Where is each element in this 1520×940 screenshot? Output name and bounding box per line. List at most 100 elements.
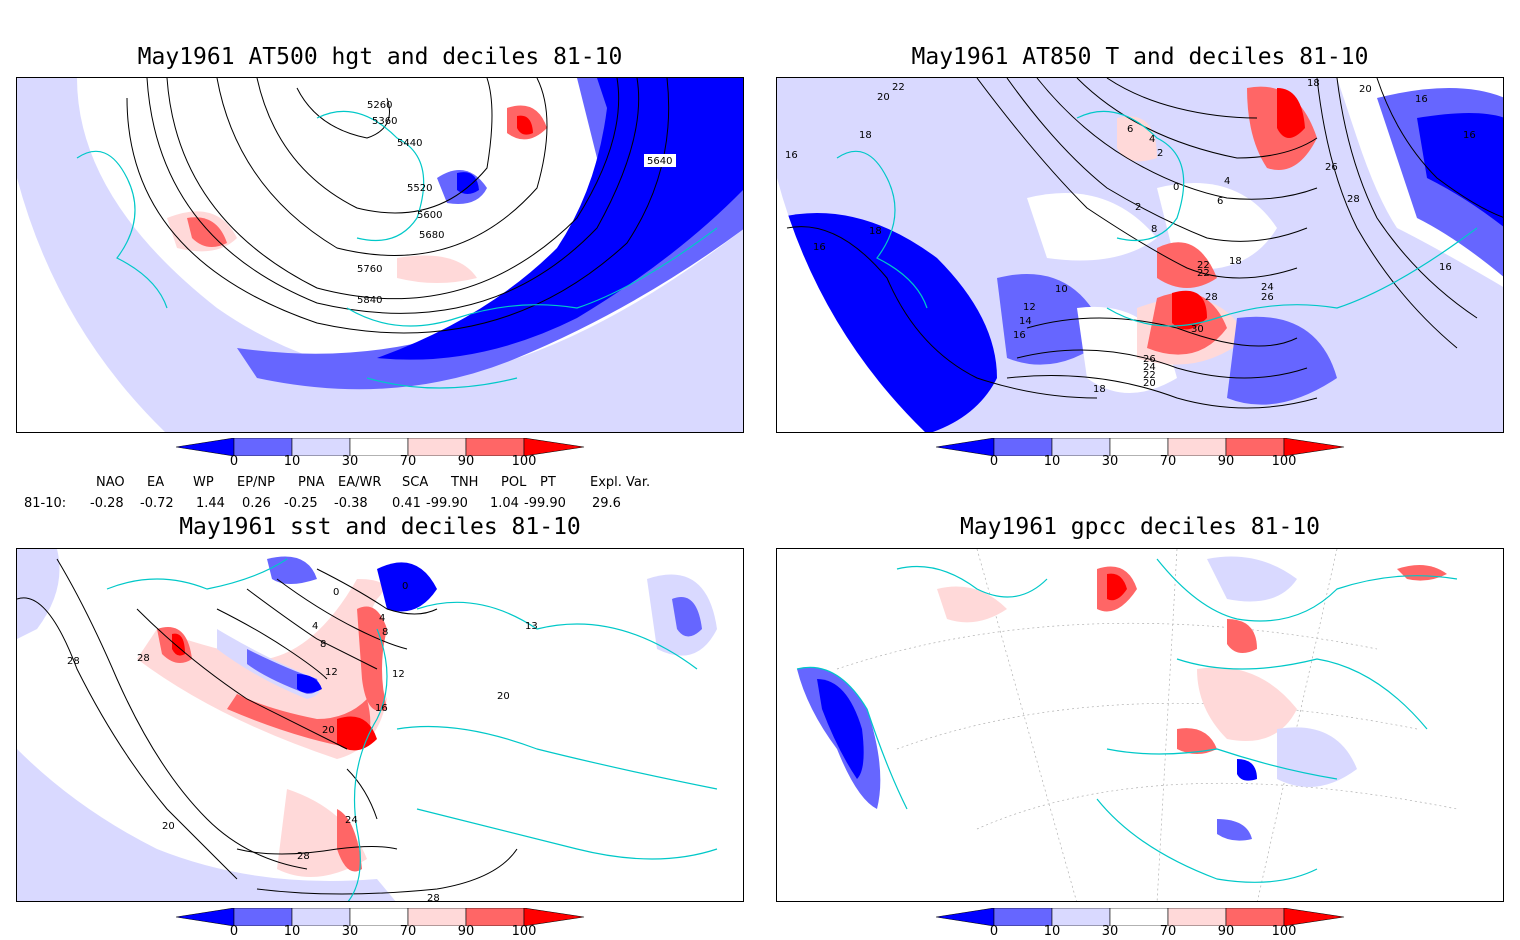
contour-label: 12 (325, 667, 338, 678)
contour-label: 26 (1143, 354, 1156, 365)
contour-label: 26 (1261, 292, 1274, 303)
tele-header: EA (147, 475, 165, 490)
contour-label: 18 (859, 130, 872, 141)
contour-label: 24 (1143, 362, 1156, 373)
tele-row-label: 81-10: (24, 496, 67, 511)
panel-title-p2: May1961 AT850 T and deciles 81-10 (911, 44, 1369, 70)
contour-label: 28 (67, 656, 80, 667)
contour-label: 10 (1055, 284, 1068, 295)
colorbar-top-right: 0 10 30 70 90 100 (935, 437, 1346, 470)
contour-label: 22 (1143, 370, 1156, 381)
contour-label: 4 (1149, 134, 1155, 145)
contour-label: 12 (392, 669, 405, 680)
colorbar-tick: 30 (1101, 924, 1119, 939)
colorbar-tick: 0 (229, 454, 239, 469)
map-panel-gpcc (776, 548, 1504, 902)
colorbar-tick: 100 (1271, 924, 1297, 939)
contour-label: 5840 (357, 295, 382, 306)
contour-label: 4 (312, 621, 318, 632)
tele-header: WP (193, 475, 214, 490)
contour-label: 0 (402, 581, 408, 592)
contour-label: 16 (375, 703, 388, 714)
colorbar-bottom-right: 0 10 30 70 90 100 (935, 907, 1346, 940)
contour-label: 5760 (357, 264, 382, 275)
contour-label: 16 (1013, 330, 1026, 341)
contour-label: 6 (1127, 124, 1133, 135)
tele-value: -99.90 (426, 496, 468, 511)
contour-label: 5360 (372, 116, 397, 127)
colorbar-tick: 30 (1101, 454, 1119, 469)
colorbar-tick: 100 (1271, 454, 1297, 469)
panel-title-p3: May1961 sst and deciles 81-10 (179, 514, 581, 540)
colorbar-svg (175, 437, 585, 457)
map-sst-svg: 28 28 0 4 4 8 8 12 12 16 20 20 24 28 28 … (17, 549, 743, 901)
contour-label: 5260 (367, 100, 392, 111)
contour-label: 0 (333, 587, 339, 598)
contour-label: 24 (345, 815, 358, 826)
tele-header: EA/WR (338, 475, 382, 490)
contour-label: 6 (1217, 196, 1223, 207)
tele-value: 29.6 (592, 496, 621, 511)
tele-value: -0.25 (284, 496, 318, 511)
map-panel-sst: 28 28 0 4 4 8 8 12 12 16 20 20 24 28 28 … (16, 548, 744, 902)
contour-label: 28 (1347, 194, 1360, 205)
contour-label: 28 (1205, 292, 1218, 303)
colorbar-tick: 70 (399, 454, 417, 469)
contour-label: 20 (162, 821, 175, 832)
tele-header: PT (540, 475, 556, 490)
tele-header: Expl. Var. (590, 475, 651, 490)
tele-value: 1.44 (196, 496, 225, 511)
contour-label: 5440 (397, 138, 422, 149)
colorbar-tick: 0 (989, 454, 999, 469)
colorbar-top-left: 0 10 30 70 90 100 (175, 437, 586, 470)
colorbar-svg (175, 907, 585, 927)
contour-label: 20 (1359, 84, 1372, 95)
contour-label: 13 (525, 621, 538, 632)
contour-label: 20 (877, 92, 890, 103)
tele-value: 0.41 (392, 496, 421, 511)
contour-label: 16 (785, 150, 798, 161)
contour-label: 28 (297, 851, 310, 862)
contour-label: 2 (1157, 148, 1163, 159)
contour-label: 18 (1229, 256, 1242, 267)
colorbar-tick: 90 (457, 924, 475, 939)
contour-label: 8 (1151, 224, 1157, 235)
colorbar-tick: 0 (989, 924, 999, 939)
contour-label: 16 (813, 242, 826, 253)
colorbar-tick: 90 (1217, 924, 1235, 939)
tele-value: -0.72 (140, 496, 174, 511)
contour-label: 18 (1307, 78, 1320, 89)
colorbar-tick: 70 (399, 924, 417, 939)
tele-value: 1.04 (490, 496, 519, 511)
map-panel-850t: 22 20 18 16 18 16 12 14 16 10 18 8 6 4 2… (776, 77, 1504, 433)
contour-label: 16 (1415, 94, 1428, 105)
contour-label: 8 (382, 627, 388, 638)
contour-label: 30 (1191, 324, 1204, 335)
contour-label: 24 (1261, 282, 1274, 293)
tele-header: SCA (402, 475, 429, 490)
tele-value: -99.90 (524, 496, 566, 511)
map-panel-500hgt: 5260 5360 5440 5520 5600 5680 5760 5840 … (16, 77, 744, 433)
contour-label: 20 (322, 725, 335, 736)
contour-label: 22 (1197, 268, 1210, 279)
tele-value: -0.38 (334, 496, 368, 511)
contour-label: 5680 (419, 230, 444, 241)
contour-label: 16 (1439, 262, 1452, 273)
colorbar-tick: 30 (341, 924, 359, 939)
colorbar-tick: 90 (1217, 454, 1235, 469)
contour-label: 4 (379, 613, 385, 624)
colorbar-bottom-left: 0 10 30 70 90 100 (175, 907, 586, 940)
colorbar-svg (935, 907, 1345, 927)
tele-header: POL (501, 475, 527, 490)
colorbar-tick: 70 (1159, 924, 1177, 939)
colorbar-tick: 100 (511, 454, 537, 469)
map-gpcc-svg (777, 549, 1503, 901)
colorbar-tick: 90 (457, 454, 475, 469)
tele-header: PNA (298, 475, 325, 490)
contour-label: 16 (1463, 130, 1476, 141)
map-500hgt-svg: 5260 5360 5440 5520 5600 5680 5760 5840 … (17, 78, 743, 432)
contour-label: 14 (1019, 316, 1032, 327)
contour-label: 5600 (417, 210, 442, 221)
tele-value: -0.28 (90, 496, 124, 511)
colorbar-tick: 10 (1043, 454, 1061, 469)
